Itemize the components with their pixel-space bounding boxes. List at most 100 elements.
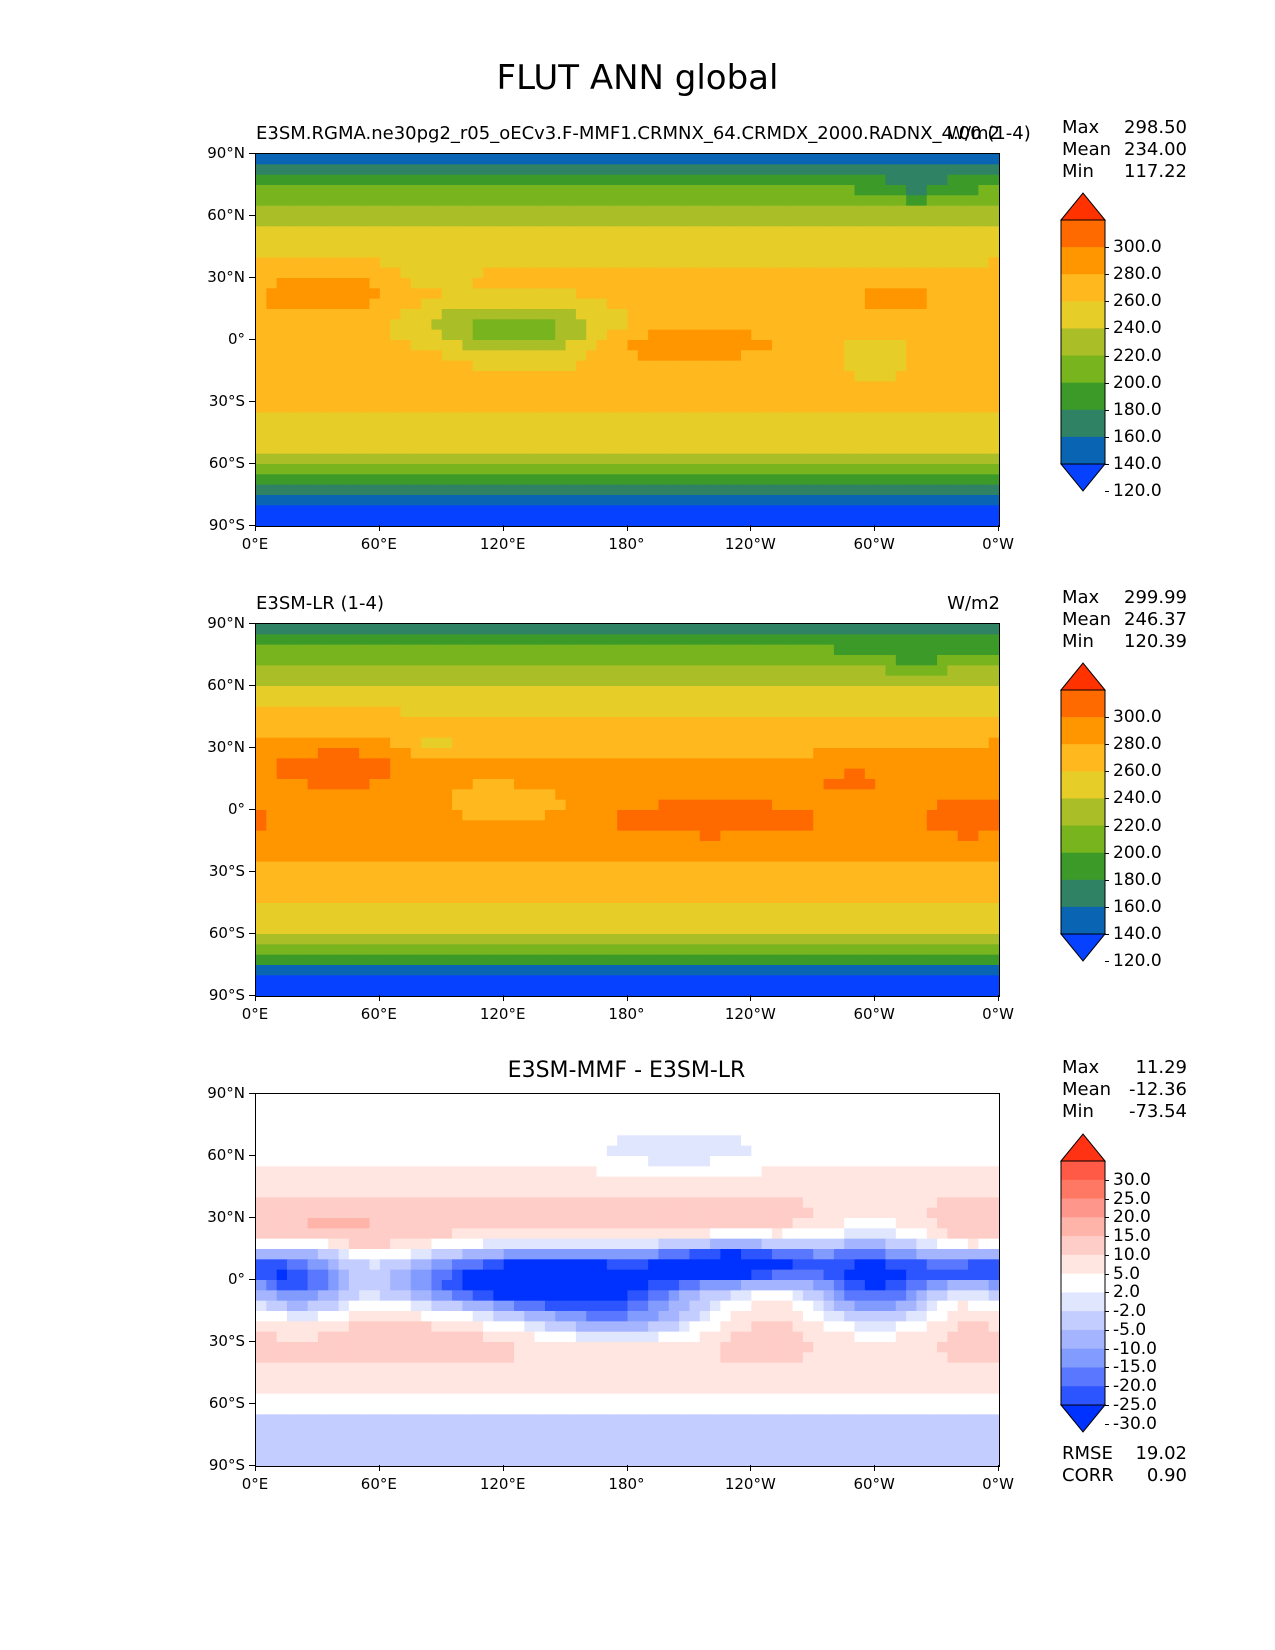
field-cell [328,644,340,656]
field-cell [741,329,752,341]
field-cell [317,830,329,842]
field-cell [534,727,546,739]
field-cell [596,737,608,749]
field-cell [513,422,525,434]
field-cell [297,484,309,496]
field-cell [792,789,804,801]
field-cell [854,185,866,196]
field-cell [926,872,938,883]
field-cell [513,267,525,279]
field-cell [493,913,505,925]
field-cell [699,381,711,393]
field-cell [348,913,360,925]
field-cell [565,422,577,434]
field-cell [524,515,536,526]
field-cell [648,841,660,852]
field-cell [421,236,433,248]
field-cell [885,748,897,759]
field-cell [410,402,422,413]
field-cell [359,768,371,780]
field-cell [627,288,639,300]
field-cell [421,515,433,526]
field-cell [771,665,783,677]
field-cell [906,443,918,455]
field-cell [452,247,463,258]
field-cell [328,686,340,697]
field-cell [730,820,742,832]
field-cell [658,174,670,186]
field-cell [710,727,721,739]
field-cell [359,464,371,475]
field-cell [379,443,391,455]
field-cell [710,696,721,708]
field-cell [379,247,391,258]
field-cell [710,665,721,677]
field-cell [400,278,412,289]
field-cell [751,422,763,434]
field-cell [348,453,360,465]
field-cell [606,433,618,444]
field-cell [854,655,866,666]
field-cell [544,923,556,935]
field-cell [317,706,329,718]
field-cell [637,903,649,914]
field-cell [864,278,876,289]
field-cell [823,655,835,666]
field-cell [689,288,701,300]
field-cell [947,236,959,248]
field-cell [575,329,587,341]
field-cell [906,412,918,424]
field-cell [761,515,773,526]
field-cell [741,758,752,770]
field-cell [513,298,525,310]
field-cell [720,515,732,526]
field-cell [637,923,649,935]
field-cell [462,216,474,227]
field-cell [968,433,979,444]
field-cell [730,913,742,925]
field-cell [720,154,732,165]
field-cell [379,371,391,382]
field-cell [513,727,525,739]
field-cell [338,391,350,403]
field-cell [462,820,474,832]
field-cell [524,737,536,749]
field-cell [544,226,556,238]
field-cell [575,748,587,759]
field-cell [720,216,732,227]
field-cell [937,484,948,496]
field-cell [978,841,990,852]
field-cell [885,696,897,708]
field-cell [751,944,763,956]
field-cell [544,329,556,341]
field-cell [813,247,825,258]
field-cell [421,686,433,697]
field-cell [844,464,856,475]
field-cell [937,205,948,217]
field-cell [503,758,515,770]
field-cell [472,892,484,904]
field-cell [328,727,340,739]
field-cell [348,903,360,914]
field-cell [895,205,907,217]
field-cell [895,329,907,341]
field-cell [802,174,814,186]
field-cell [720,851,732,863]
field-cell [503,164,515,176]
field-cell [968,360,979,372]
field-cell [658,675,670,687]
field-cell [606,892,618,904]
field-cell [937,779,948,790]
field-cell [761,205,773,217]
field-cell [875,402,887,413]
field-cell [307,267,319,279]
field-cell [328,717,340,728]
field-cell [421,706,433,718]
field-cell [472,923,484,935]
field-cell [534,340,546,351]
field-cell [823,226,835,238]
field-cell [348,350,360,362]
field-cell [648,453,660,465]
field-cell [782,789,794,801]
field-cell [513,495,525,506]
